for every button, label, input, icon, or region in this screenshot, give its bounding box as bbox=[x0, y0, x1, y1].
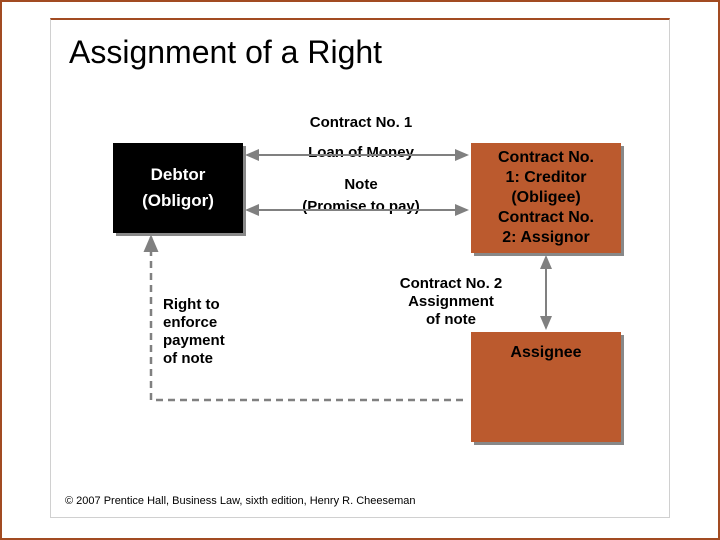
slide-root: Assignment of a Right Contract No. 1 Loa… bbox=[0, 0, 720, 540]
contract1-label: Contract No. 1 bbox=[261, 114, 461, 131]
debtor-box: Debtor (Obligor) bbox=[113, 143, 243, 233]
loan-of-money-label: Loan of Money bbox=[261, 144, 461, 161]
contract2-assignment-label: Contract No. 2 Assignment of note bbox=[381, 275, 521, 329]
connectors-svg bbox=[51, 20, 671, 520]
note-label: Note bbox=[261, 176, 461, 193]
assignee-label: Assignee bbox=[510, 344, 581, 362]
promise-to-pay-label: (Promise to pay) bbox=[261, 198, 461, 215]
creditor-text: Contract No. 1: Creditor (Obligee) Contr… bbox=[498, 148, 594, 248]
content-panel: Assignment of a Right Contract No. 1 Loa… bbox=[50, 18, 670, 518]
right-to-enforce-label: Right to enforce payment of note bbox=[163, 296, 263, 368]
copyright-footer: © 2007 Prentice Hall, Business Law, sixt… bbox=[65, 495, 416, 507]
creditor-box: Contract No. 1: Creditor (Obligee) Contr… bbox=[471, 143, 621, 253]
slide-title: Assignment of a Right bbox=[69, 34, 382, 71]
debtor-label-2: (Obligor) bbox=[142, 191, 214, 211]
assignee-box: Assignee bbox=[471, 332, 621, 442]
debtor-label-1: Debtor bbox=[151, 165, 206, 185]
